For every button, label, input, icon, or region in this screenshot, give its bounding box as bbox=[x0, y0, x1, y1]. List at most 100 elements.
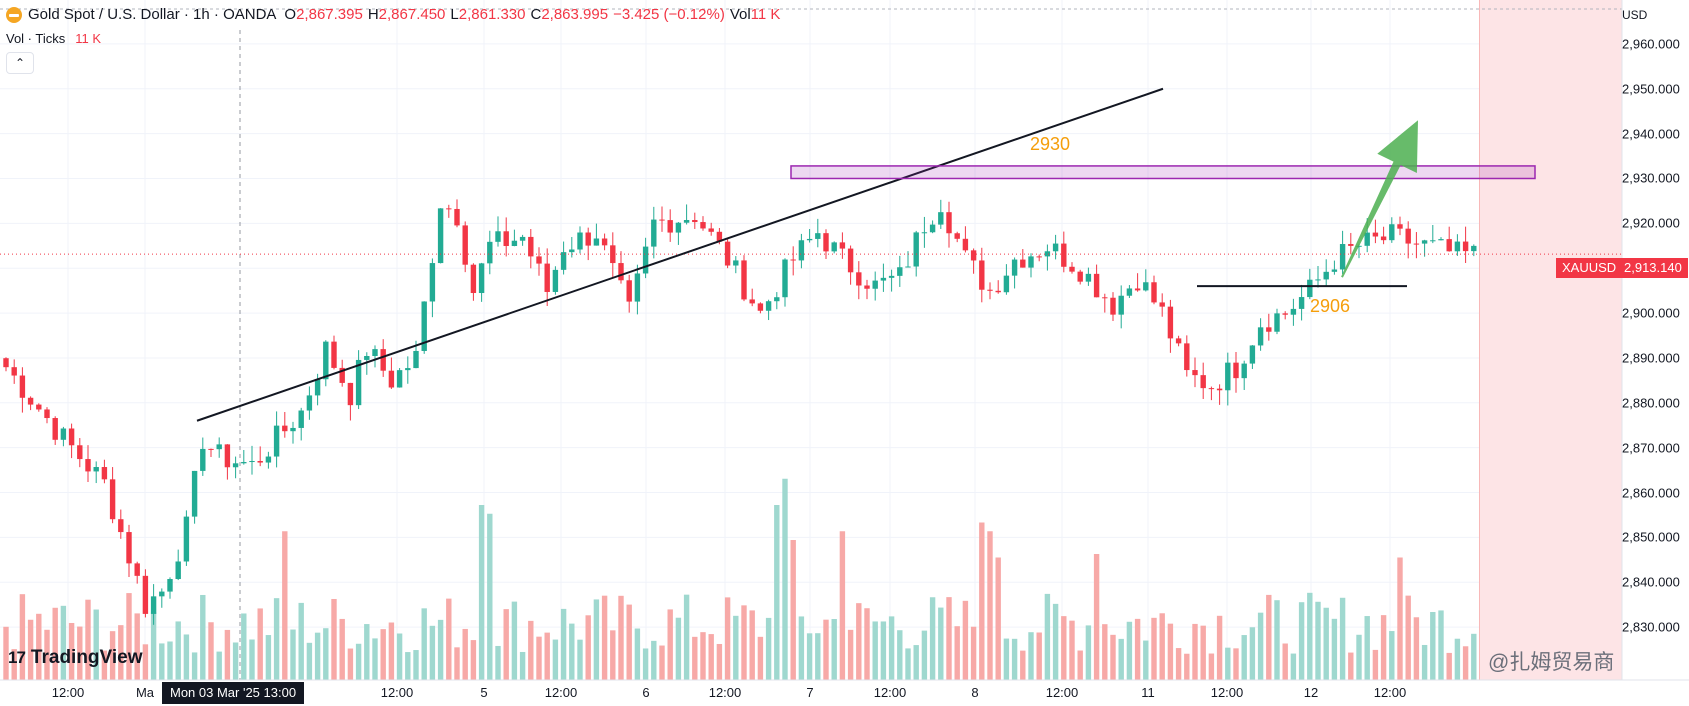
candle-body bbox=[659, 219, 665, 221]
candle-body bbox=[1421, 240, 1428, 244]
volume-bar bbox=[741, 605, 747, 680]
volume-bar bbox=[1430, 612, 1436, 680]
volume-bar bbox=[167, 641, 173, 680]
volume-bar bbox=[109, 631, 116, 680]
volume-bar bbox=[897, 630, 903, 680]
volume-bar bbox=[1085, 625, 1092, 680]
volume-bar bbox=[265, 635, 272, 680]
volume-bar bbox=[1241, 635, 1247, 680]
candle-body bbox=[396, 370, 403, 388]
symbol-price-tag: XAUUSD bbox=[1556, 258, 1623, 278]
candle-body bbox=[806, 238, 813, 241]
candle-body bbox=[995, 290, 1001, 293]
candle-body bbox=[11, 367, 17, 376]
volume-bar bbox=[478, 505, 485, 680]
price-tick: 2,880.000 bbox=[1622, 395, 1680, 411]
symbol-title[interactable]: Gold Spot / U.S. Dollar · 1h · OANDA bbox=[28, 6, 277, 23]
candle-body bbox=[36, 404, 42, 410]
price-tick: 2,950.000 bbox=[1622, 81, 1680, 97]
candle-body bbox=[208, 448, 214, 450]
volume-bar bbox=[68, 622, 75, 680]
tv-logo-icon: 17 bbox=[8, 648, 26, 667]
candle-body bbox=[347, 382, 354, 406]
candle-body bbox=[1430, 240, 1436, 242]
candle-body bbox=[380, 349, 386, 371]
volume-bar bbox=[118, 625, 124, 680]
price-tick: 2,900.000 bbox=[1622, 305, 1680, 321]
close-value: 2,863.995 bbox=[541, 6, 609, 23]
candle-body bbox=[815, 233, 821, 239]
time-tick: 12:00 bbox=[708, 685, 742, 700]
volume-bar bbox=[208, 622, 214, 680]
time-tick: 12:00 bbox=[51, 685, 85, 700]
volume-bar bbox=[913, 645, 919, 680]
volume-bar bbox=[724, 597, 731, 680]
candle-body bbox=[642, 246, 649, 274]
volume-bar bbox=[347, 648, 354, 680]
candle-body bbox=[1397, 224, 1403, 229]
volume-bar bbox=[1421, 644, 1428, 680]
volume-bar bbox=[175, 621, 181, 680]
volume-bar bbox=[798, 616, 805, 680]
volume-bar bbox=[1446, 652, 1452, 680]
volume-bar bbox=[774, 505, 780, 680]
candle-body bbox=[913, 232, 919, 267]
currency-label[interactable]: USD bbox=[1622, 8, 1648, 22]
volume-bar bbox=[421, 608, 427, 680]
candle-body bbox=[954, 233, 960, 239]
candle-body bbox=[1143, 282, 1149, 291]
candle-body bbox=[331, 341, 337, 368]
candle-body bbox=[175, 561, 181, 580]
volume-bar bbox=[1348, 652, 1354, 680]
volume-bar bbox=[1397, 557, 1403, 680]
volume-bar bbox=[446, 598, 452, 680]
volume-bar bbox=[44, 629, 50, 680]
candle-body bbox=[1052, 243, 1059, 252]
time-tick: 12:00 bbox=[380, 685, 414, 700]
volume-bar bbox=[519, 651, 526, 680]
time-tick: 12 bbox=[1303, 685, 1319, 700]
volume-bar bbox=[52, 607, 58, 680]
volume-bar bbox=[1323, 607, 1329, 680]
volume-value: 11 K bbox=[750, 6, 781, 23]
volume-bar bbox=[1110, 634, 1116, 680]
candle-body bbox=[1364, 232, 1370, 246]
candle-body bbox=[1020, 259, 1026, 268]
last-price-tag: 2,913.140 bbox=[1618, 258, 1688, 278]
price-tick: 2,920.000 bbox=[1622, 215, 1680, 231]
volume-bar bbox=[987, 531, 993, 680]
candle-body bbox=[19, 375, 26, 398]
volume-bar bbox=[1266, 594, 1272, 680]
open-value: 2,867.395 bbox=[296, 6, 363, 23]
collapse-legend-button[interactable]: ⌃ bbox=[6, 52, 34, 74]
candle-body bbox=[593, 238, 600, 246]
candle-body bbox=[1110, 297, 1116, 315]
volume-bar bbox=[405, 652, 411, 680]
volume-bar bbox=[962, 600, 969, 680]
volume-bar bbox=[306, 642, 313, 680]
volume-bar bbox=[1331, 618, 1338, 680]
volume-bar bbox=[864, 608, 870, 680]
candle-body bbox=[241, 462, 247, 464]
volume-bar bbox=[1118, 638, 1124, 680]
volume-indicator-legend[interactable]: Vol · Ticks 11 K bbox=[6, 31, 101, 46]
volume-bar bbox=[241, 613, 247, 680]
volume-bar bbox=[380, 629, 386, 680]
candle-body bbox=[44, 409, 50, 419]
price-tick: 2,960.000 bbox=[1622, 36, 1680, 52]
candle-body bbox=[569, 249, 575, 253]
candle-body bbox=[1356, 245, 1362, 247]
candle-body bbox=[1225, 362, 1231, 391]
candle-body bbox=[478, 263, 485, 294]
tradingview-logo[interactable]: 17 TradingView bbox=[8, 647, 143, 668]
candle-body bbox=[651, 219, 657, 247]
candle-body bbox=[790, 259, 796, 261]
time-tick: 8 bbox=[971, 685, 979, 700]
volume-bar bbox=[1364, 616, 1370, 680]
candle-body bbox=[675, 222, 682, 233]
candle-body bbox=[921, 232, 928, 234]
candle-body bbox=[1389, 224, 1395, 241]
candle-body bbox=[167, 579, 173, 592]
candle-body bbox=[1438, 239, 1444, 241]
